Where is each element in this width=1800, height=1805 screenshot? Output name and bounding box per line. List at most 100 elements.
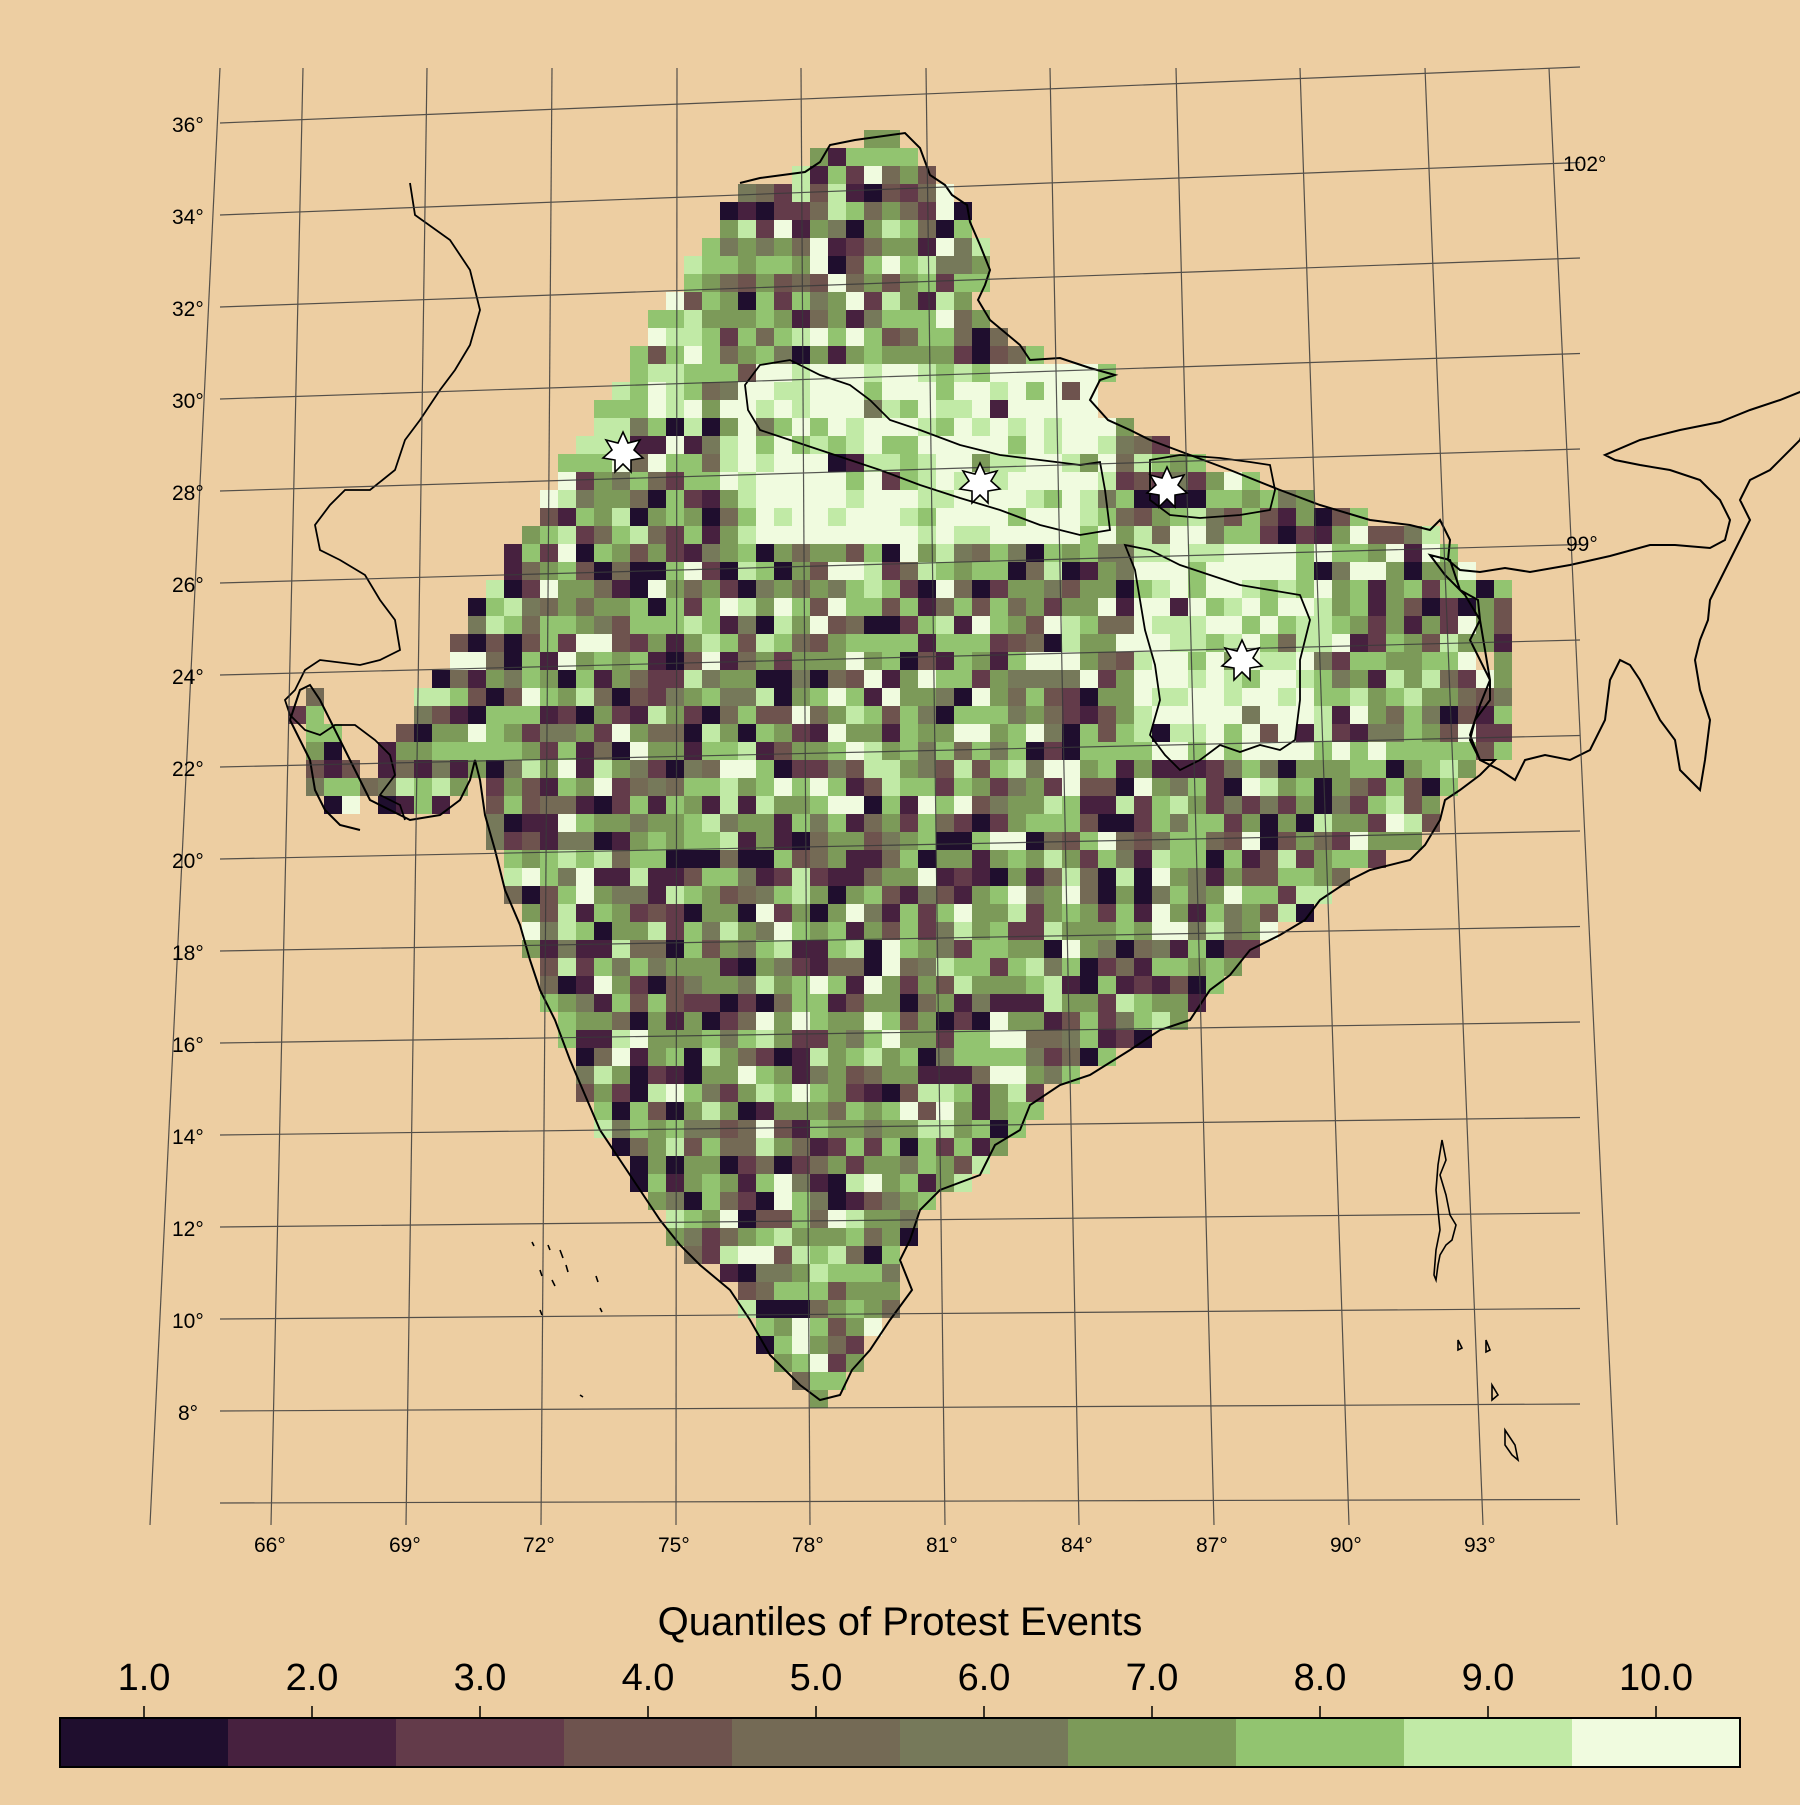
grid-cell	[486, 688, 504, 706]
grid-cell	[810, 1210, 828, 1228]
grid-cell	[846, 184, 864, 202]
longitude-line	[925, 67, 946, 1526]
grid-cell	[1296, 652, 1314, 670]
grid-cell	[846, 256, 864, 274]
grid-cell	[864, 778, 882, 796]
grid-cell	[900, 454, 918, 472]
grid-cell	[810, 1264, 828, 1282]
grid-cell	[1224, 868, 1242, 886]
grid-cell	[810, 1138, 828, 1156]
latitude-line	[219, 1116, 1581, 1136]
grid-cell	[666, 436, 684, 454]
grid-cell	[756, 256, 774, 274]
grid-cell	[1278, 742, 1296, 760]
grid-cell	[1440, 688, 1458, 706]
grid-cell	[1062, 634, 1080, 652]
grid-cell	[864, 130, 882, 148]
grid-cell	[1332, 544, 1350, 562]
grid-cell	[990, 886, 1008, 904]
grid-cell	[576, 598, 594, 616]
grid-cell	[1188, 760, 1206, 778]
grid-cell	[1134, 490, 1152, 508]
grid-cell	[594, 598, 612, 616]
grid-cell	[918, 580, 936, 598]
grid-cell	[1332, 778, 1350, 796]
grid-cell	[936, 670, 954, 688]
grid-cell	[558, 580, 576, 598]
grid-cell	[936, 220, 954, 238]
grid-cell	[846, 922, 864, 940]
grid-cell	[864, 724, 882, 742]
grid-cell	[540, 634, 558, 652]
grid-cell	[918, 220, 936, 238]
grid-cell	[1026, 940, 1044, 958]
grid-cell	[720, 886, 738, 904]
grid-cell	[828, 400, 846, 418]
grid-cell	[990, 742, 1008, 760]
grid-cell	[576, 1012, 594, 1030]
grid-cell	[576, 1048, 594, 1066]
grid-cell	[1044, 544, 1062, 562]
grid-cell	[918, 958, 936, 976]
grid-cell	[864, 868, 882, 886]
grid-cell	[1386, 562, 1404, 580]
grid-cell	[954, 598, 972, 616]
grid-cell	[738, 220, 756, 238]
grid-cell	[756, 1300, 774, 1318]
grid-cell	[864, 1210, 882, 1228]
grid-cell	[1314, 706, 1332, 724]
grid-cell	[756, 760, 774, 778]
grid-cell	[504, 814, 522, 832]
grid-cell	[1404, 796, 1422, 814]
grid-cell	[1134, 562, 1152, 580]
grid-cell	[864, 616, 882, 634]
grid-cell	[1044, 994, 1062, 1012]
grid-cell	[612, 778, 630, 796]
grid-cell	[1350, 832, 1368, 850]
grid-cell	[1116, 886, 1134, 904]
grid-cell	[1152, 562, 1170, 580]
grid-cell	[918, 238, 936, 256]
grid-cell	[558, 724, 576, 742]
grid-cell	[990, 760, 1008, 778]
grid-cell	[774, 1120, 792, 1138]
grid-cell	[936, 346, 954, 364]
grid-cell	[1062, 796, 1080, 814]
grid-cell	[1044, 364, 1062, 382]
grid-cell	[1044, 670, 1062, 688]
grid-cell	[810, 850, 828, 868]
grid-cell	[882, 994, 900, 1012]
grid-cell	[450, 670, 468, 688]
grid-cell	[1044, 490, 1062, 508]
grid-cell	[684, 436, 702, 454]
grid-cell	[864, 1066, 882, 1084]
grid-cell	[828, 1102, 846, 1120]
grid-cell	[558, 850, 576, 868]
grid-cell	[594, 562, 612, 580]
grid-cell	[1080, 670, 1098, 688]
grid-cell	[720, 688, 738, 706]
event-markers	[601, 430, 1264, 682]
grid-cell	[954, 994, 972, 1012]
grid-cell	[1044, 436, 1062, 454]
legend-swatch	[1572, 1718, 1740, 1767]
grid-cell	[810, 382, 828, 400]
grid-cell	[684, 490, 702, 508]
grid-cell	[468, 652, 486, 670]
grid-cell	[558, 634, 576, 652]
grid-cell	[846, 436, 864, 454]
grid-cell	[936, 706, 954, 724]
grid-cell	[468, 616, 486, 634]
grid-cell	[846, 400, 864, 418]
latitude-line	[219, 1021, 1581, 1044]
grid-cell	[810, 1192, 828, 1210]
grid-cell	[990, 562, 1008, 580]
grid-cell	[792, 886, 810, 904]
grid-cell	[612, 526, 630, 544]
grid-cell	[882, 328, 900, 346]
grid-cell	[900, 1192, 918, 1210]
grid-cell	[1062, 436, 1080, 454]
grid-cell	[1026, 472, 1044, 490]
grid-cell	[648, 814, 666, 832]
grid-cell	[900, 400, 918, 418]
